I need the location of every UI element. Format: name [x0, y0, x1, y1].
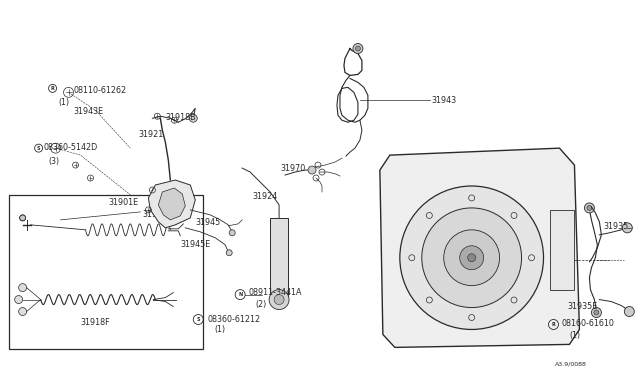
Circle shape: [308, 166, 316, 174]
Text: 31935: 31935: [604, 222, 628, 231]
Text: N: N: [238, 292, 243, 297]
Circle shape: [444, 230, 500, 286]
Circle shape: [622, 223, 632, 233]
Text: 31943: 31943: [432, 96, 457, 105]
Text: 31935J: 31935J: [142, 210, 170, 219]
Text: (1): (1): [59, 98, 70, 108]
Text: 31921: 31921: [138, 130, 164, 139]
Circle shape: [19, 283, 27, 292]
Circle shape: [19, 308, 27, 315]
Text: 31935E: 31935E: [568, 302, 598, 311]
Text: R: R: [552, 322, 556, 327]
Text: A3.9/0088: A3.9/0088: [554, 361, 586, 366]
Circle shape: [229, 230, 235, 236]
Text: 08911-3441A: 08911-3441A: [248, 288, 301, 296]
Text: 08360-61212: 08360-61212: [207, 314, 260, 324]
Text: 31945E: 31945E: [180, 240, 211, 249]
Text: 31924: 31924: [252, 192, 277, 201]
Circle shape: [584, 203, 595, 213]
Text: 31918B: 31918B: [165, 113, 196, 122]
Text: 08160-61610: 08160-61610: [561, 320, 614, 328]
Circle shape: [20, 215, 26, 221]
Circle shape: [355, 46, 360, 51]
Circle shape: [274, 295, 284, 305]
Text: S: S: [37, 146, 40, 151]
Text: (3): (3): [49, 157, 60, 166]
Text: 31943E: 31943E: [74, 107, 104, 116]
Bar: [270, 218, 288, 298]
Text: R: R: [51, 86, 54, 91]
Text: 31945: 31945: [195, 218, 221, 227]
Circle shape: [15, 296, 22, 304]
Circle shape: [422, 208, 522, 308]
Circle shape: [594, 310, 599, 315]
Circle shape: [226, 250, 232, 256]
Circle shape: [625, 307, 634, 317]
Circle shape: [587, 205, 592, 211]
Circle shape: [400, 186, 543, 330]
Bar: [9, 195, 204, 349]
Circle shape: [189, 114, 197, 122]
Circle shape: [353, 44, 363, 54]
Polygon shape: [148, 180, 195, 228]
Text: 31918F: 31918F: [81, 318, 110, 327]
Text: (2): (2): [255, 299, 266, 309]
Polygon shape: [380, 148, 579, 347]
Text: 31901E: 31901E: [108, 198, 139, 207]
Bar: [550, 210, 575, 290]
Circle shape: [269, 290, 289, 310]
Text: S: S: [196, 317, 200, 322]
Polygon shape: [158, 188, 186, 220]
Circle shape: [460, 246, 484, 270]
Text: 31970: 31970: [280, 164, 305, 173]
Text: 08360-5142D: 08360-5142D: [44, 143, 98, 152]
Text: (1): (1): [214, 326, 225, 334]
Text: (1): (1): [570, 331, 580, 340]
Circle shape: [591, 308, 602, 318]
Circle shape: [468, 254, 476, 262]
Text: 08110-61262: 08110-61262: [74, 86, 127, 95]
